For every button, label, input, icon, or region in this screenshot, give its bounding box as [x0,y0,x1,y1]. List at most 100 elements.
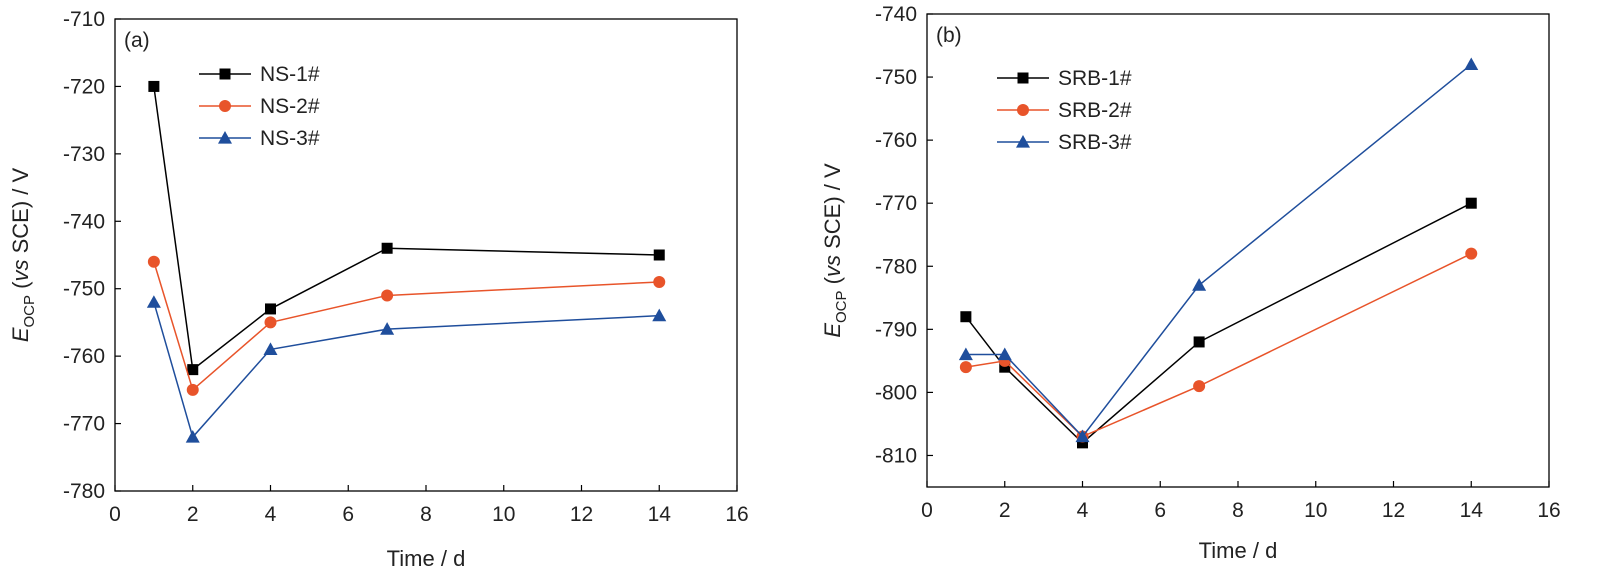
data-point [1465,197,1477,209]
x-tick-label: 12 [570,503,593,526]
x-tick-label: 6 [342,503,354,526]
y-label-subscript: OCP [21,295,38,328]
panel-label: (a) [124,29,150,52]
y-axis-label: EOCP (vs SCE) / V [8,168,38,343]
plot-frame [926,13,1550,488]
x-tick-label: 14 [1460,499,1484,522]
x-tick-label: 10 [492,503,515,526]
data-point [958,347,973,361]
series-NS-2# [147,255,666,396]
series-SRB-2# [959,247,1478,443]
x-tick-label: 14 [648,503,672,526]
data-point [187,364,199,376]
legend-entry: NS-2# [199,95,320,118]
x-tick-label: 2 [999,499,1011,522]
data-point [1192,278,1207,291]
data-point [264,316,277,329]
y-tick-label: -750 [875,66,917,89]
y-tick-label: -770 [875,192,917,215]
legend-label: NS-3# [260,127,320,150]
data-point [653,249,665,261]
x-axis-label: Time / d [1199,538,1278,563]
legend-marker [1016,135,1030,148]
y-label-symbol: E [8,327,33,342]
y-label-rest: SCE) / V [820,163,845,255]
legend-marker [219,100,231,112]
y-tick-label: -800 [875,381,917,404]
y-tick-label: -780 [875,255,917,278]
data-point [1465,247,1478,260]
data-point [1464,57,1479,71]
y-tick-label: -740 [63,210,105,233]
legend-label: SRB-2# [1058,99,1132,122]
legend-entry: NS-3# [199,127,320,150]
legend-marker [218,131,232,144]
y-tick-label: -710 [63,8,105,31]
data-point [997,347,1012,361]
y-tick-label: -760 [63,345,105,368]
y-label-subscript: OCP [833,290,850,323]
series-SRB-3# [958,57,1479,443]
data-point [147,255,160,268]
x-tick-label: 8 [420,503,432,526]
x-tick-label: 12 [1382,499,1405,522]
y-tick-label: -780 [63,480,105,503]
x-tick-label: 6 [1154,499,1166,522]
y-label-symbol: E [820,323,845,338]
x-axis-label: Time / d [387,546,466,571]
legend-entry: NS-1# [199,63,320,86]
data-point [265,303,276,315]
data-point [653,275,666,288]
legend-entry: SRB-1# [997,67,1132,90]
data-point [381,289,394,302]
data-point [960,311,972,323]
y-axis-label: EOCP (vs SCE) / V [820,163,850,338]
y-tick-label: -750 [63,278,105,301]
data-point [959,361,972,374]
x-tick-label: 8 [1232,499,1244,522]
series-line [153,261,660,392]
series-SRB-1# [960,197,1477,449]
x-tick-label: 0 [109,503,121,526]
data-point [652,308,667,322]
data-point [146,295,161,308]
legend-marker [1017,72,1029,84]
y-label-italic: vs [8,260,33,282]
x-tick-label: 16 [725,503,748,526]
y-label-open: ( [8,281,33,295]
legend-marker [1017,104,1029,116]
y-tick-label: -810 [875,444,917,467]
legend-label: NS-1# [260,63,320,86]
legend-label: SRB-3# [1058,131,1132,154]
data-point [186,383,199,396]
y-label-italic: vs [820,255,845,277]
chart-panel-b: 0 2 4 6 8 10 12 14 16 -740 -750 -760 -770 -780 -790 -80… [820,3,1561,563]
x-tick-label: 2 [187,503,199,526]
y-tick-label: -760 [875,129,917,152]
y-tick-label: -770 [63,413,105,436]
data-point [148,80,160,92]
y-tick-label: -730 [63,143,105,166]
y-tick-label: -790 [875,318,917,341]
series-line [153,86,660,372]
data-point [381,242,393,254]
x-tick-label: 4 [265,503,277,526]
y-tick-label: -720 [63,75,105,98]
legend-marker [219,68,231,80]
panel-label: (b) [936,24,962,47]
data-point [1075,429,1090,443]
data-point [1077,437,1088,449]
x-tick-label: 10 [1304,499,1327,522]
series-line [965,252,1472,438]
data-point [1193,380,1206,393]
y-tick-label: -740 [875,3,917,26]
legend-label: SRB-1# [1058,67,1132,90]
y-label-rest: SCE) / V [8,168,33,260]
data-point [263,342,278,355]
legend-entry: SRB-3# [997,131,1132,154]
data-point [999,361,1011,373]
legend-label: NS-2# [260,95,320,118]
y-label-open: ( [820,276,845,290]
